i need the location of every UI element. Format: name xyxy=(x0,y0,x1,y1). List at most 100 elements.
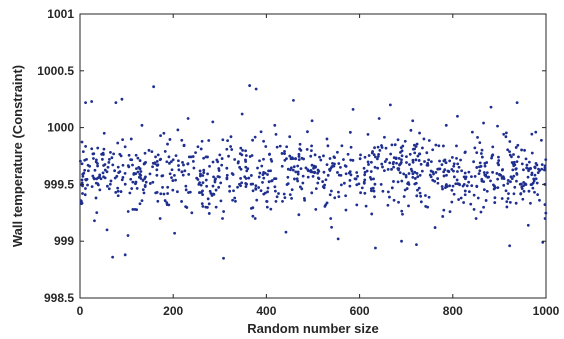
data-point xyxy=(363,173,367,177)
data-point xyxy=(459,158,462,162)
data-point xyxy=(400,209,404,213)
data-point xyxy=(543,217,547,220)
data-point xyxy=(353,177,357,181)
data-point xyxy=(520,162,524,166)
data-point xyxy=(414,181,418,185)
data-point xyxy=(209,191,213,195)
data-point xyxy=(148,182,152,185)
data-point xyxy=(208,189,212,193)
data-point xyxy=(107,160,111,164)
data-point xyxy=(482,188,486,192)
data-point xyxy=(516,143,520,147)
data-point xyxy=(506,148,510,152)
data-point xyxy=(351,108,355,111)
data-point xyxy=(113,176,117,180)
y-tick-label: 999 xyxy=(54,234,74,248)
data-point xyxy=(216,160,220,164)
data-point xyxy=(274,199,278,203)
data-point xyxy=(140,123,144,127)
data-point xyxy=(388,103,392,107)
data-point xyxy=(397,167,401,171)
data-point xyxy=(376,145,380,149)
data-point xyxy=(335,150,339,154)
data-point xyxy=(411,119,415,123)
data-point xyxy=(333,156,336,160)
data-point xyxy=(128,191,132,195)
data-point xyxy=(255,198,259,202)
data-point xyxy=(257,175,261,179)
data-point xyxy=(416,188,419,192)
data-point xyxy=(325,137,329,141)
data-point xyxy=(336,237,340,241)
data-point xyxy=(530,151,534,155)
data-point xyxy=(236,161,240,165)
data-point xyxy=(110,156,114,160)
data-point xyxy=(230,148,234,151)
data-point xyxy=(405,161,408,164)
data-point xyxy=(154,191,158,195)
data-point xyxy=(144,180,148,184)
data-point xyxy=(198,191,201,194)
data-point xyxy=(244,185,248,189)
data-point xyxy=(231,198,234,202)
data-point xyxy=(442,159,446,163)
data-point xyxy=(423,160,426,163)
data-point xyxy=(244,165,248,169)
data-point xyxy=(455,178,459,182)
data-point xyxy=(248,84,252,87)
data-point xyxy=(413,177,417,180)
data-point xyxy=(458,183,462,187)
data-point xyxy=(411,172,415,176)
data-point xyxy=(463,193,467,197)
data-point xyxy=(306,130,309,134)
data-point xyxy=(262,176,266,180)
data-point xyxy=(295,177,299,181)
data-point xyxy=(290,197,293,200)
data-point xyxy=(273,185,277,189)
data-point xyxy=(408,163,411,166)
data-point xyxy=(214,205,218,209)
data-point xyxy=(431,148,435,152)
data-point xyxy=(473,174,477,178)
data-point xyxy=(159,134,162,138)
data-point xyxy=(121,163,125,167)
data-point xyxy=(132,171,136,175)
data-point xyxy=(504,135,508,139)
data-point xyxy=(414,158,418,162)
data-point xyxy=(520,187,524,191)
data-point xyxy=(106,184,109,188)
data-point xyxy=(151,165,154,169)
data-point xyxy=(496,186,500,190)
data-point xyxy=(491,153,495,157)
data-point xyxy=(442,208,446,212)
data-point xyxy=(258,171,262,175)
data-point xyxy=(506,197,510,200)
data-point xyxy=(158,158,162,162)
data-point xyxy=(141,188,145,192)
data-point xyxy=(405,187,409,190)
data-point xyxy=(526,223,530,227)
data-point xyxy=(445,183,448,186)
data-point xyxy=(497,159,501,162)
data-point xyxy=(429,169,433,173)
data-point xyxy=(377,117,381,120)
data-point xyxy=(467,170,471,174)
data-point xyxy=(372,153,376,157)
data-point xyxy=(415,142,419,146)
data-point xyxy=(283,196,287,200)
data-point xyxy=(171,158,175,162)
data-point xyxy=(407,172,411,175)
data-point xyxy=(205,184,209,188)
data-point xyxy=(437,144,441,148)
data-point xyxy=(397,156,401,160)
data-point xyxy=(340,144,344,148)
x-tick-label: 0 xyxy=(77,304,84,318)
data-point xyxy=(411,175,415,179)
data-point xyxy=(199,174,202,178)
data-point xyxy=(366,133,370,136)
data-point xyxy=(84,144,87,148)
data-point xyxy=(166,192,170,195)
data-point xyxy=(475,166,479,169)
data-point xyxy=(417,186,421,190)
data-point xyxy=(370,212,374,216)
